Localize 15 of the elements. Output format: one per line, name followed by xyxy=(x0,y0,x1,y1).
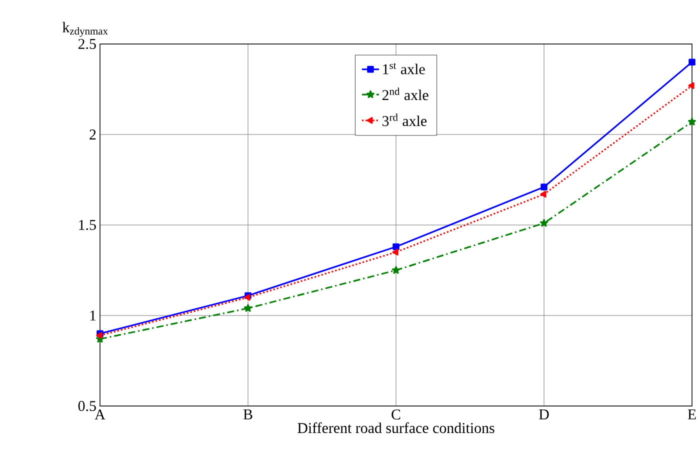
x-tick-label: D xyxy=(539,410,549,420)
x-tick-label: E xyxy=(688,410,696,420)
x-tick-label: B xyxy=(243,410,252,420)
x-tick-label: A xyxy=(94,410,106,420)
y-axis-title: k$_{zdynmax}$ xyxy=(62,22,108,37)
x-tick-label: C xyxy=(392,410,400,420)
y-tick-label: 1.5 xyxy=(79,220,96,230)
y-tick-label: 1 xyxy=(90,310,96,320)
legend-label: 3$^{rd}$ axle xyxy=(382,113,427,126)
x-axis-title: Different road surface conditions xyxy=(298,422,494,434)
legend-label: 1$^{st}$ axle xyxy=(383,63,425,74)
y-tick-label: 2.5 xyxy=(78,38,96,50)
legend-label: 2$^{nd}$ axle xyxy=(382,88,428,100)
y-tick-label: 0.5 xyxy=(78,400,96,412)
y-tick-label: 2 xyxy=(90,130,96,140)
